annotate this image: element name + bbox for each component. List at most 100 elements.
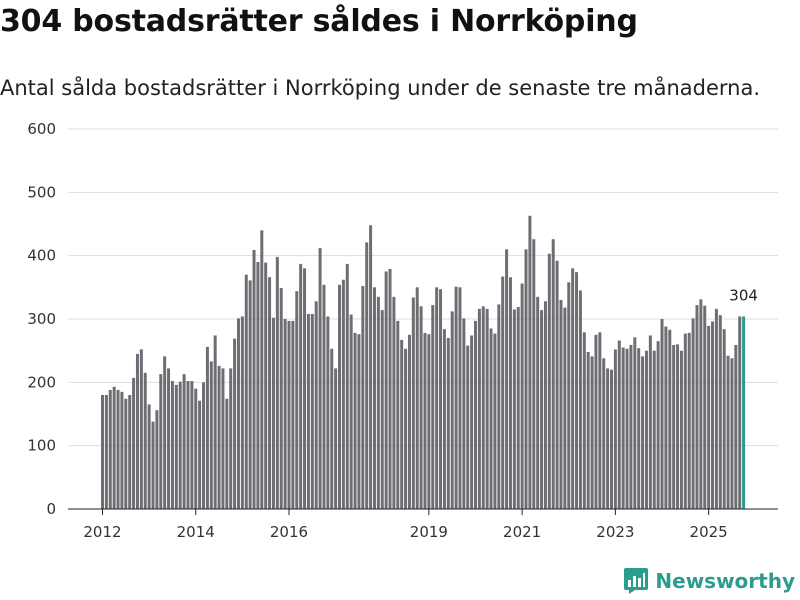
- bar: [372, 287, 376, 509]
- bar: [217, 365, 221, 509]
- bar: [516, 306, 520, 509]
- bar: [594, 334, 598, 509]
- bar: [240, 316, 244, 509]
- bar: [466, 345, 470, 509]
- bar: [182, 374, 186, 509]
- y-tick-label: 400: [27, 247, 56, 265]
- chart-title: 304 bostadsrätter såldes i Norrköping: [0, 4, 638, 39]
- bar: [738, 316, 742, 509]
- bar-highlight: [742, 316, 746, 509]
- bar: [143, 372, 147, 509]
- bar: [120, 391, 124, 509]
- bar: [520, 283, 524, 509]
- bar: [174, 384, 178, 509]
- bar: [481, 306, 485, 509]
- bar: [505, 249, 509, 509]
- bar: [423, 332, 427, 509]
- bar: [528, 215, 532, 509]
- bar: [450, 311, 454, 509]
- bar: [314, 301, 318, 509]
- bar: [458, 287, 462, 509]
- bar: [695, 305, 699, 509]
- bar: [135, 353, 139, 509]
- bar: [660, 319, 664, 509]
- bar: [477, 308, 481, 509]
- bar: [376, 296, 380, 509]
- bar: [439, 289, 443, 509]
- bar: [147, 404, 151, 509]
- bar: [322, 284, 326, 509]
- y-tick-label: 500: [27, 183, 56, 201]
- bar: [656, 341, 660, 509]
- bar: [606, 368, 610, 509]
- bar: [668, 329, 672, 509]
- bar: [112, 386, 116, 509]
- bar: [163, 356, 167, 509]
- bar: [446, 338, 450, 509]
- bar: [170, 381, 174, 509]
- bar: [508, 277, 512, 509]
- bar: [186, 381, 190, 509]
- bar: [388, 268, 392, 509]
- bar: [493, 333, 497, 509]
- bar: [330, 348, 334, 509]
- bar: [407, 334, 411, 509]
- bar: [427, 334, 431, 509]
- bar: [108, 389, 112, 509]
- bar: [676, 344, 680, 509]
- chart-subtitle: Antal sålda bostadsrätter i Norrköping u…: [0, 76, 760, 100]
- bar: [252, 249, 256, 509]
- bar: [124, 398, 128, 509]
- bar: [248, 280, 252, 509]
- bar: [396, 320, 400, 509]
- bar: [633, 337, 637, 509]
- bar: [357, 334, 361, 509]
- bar: [672, 344, 676, 509]
- bar: [299, 263, 303, 509]
- bar: [536, 296, 540, 509]
- bar: [194, 388, 198, 509]
- bar: [714, 308, 718, 509]
- bar-value-label: 304: [729, 286, 758, 304]
- bar: [361, 286, 365, 509]
- bar: [501, 276, 505, 509]
- bar: [104, 395, 108, 509]
- bar: [621, 347, 625, 509]
- bar: [225, 398, 229, 509]
- y-tick-label: 0: [46, 500, 56, 518]
- bar: [419, 306, 423, 509]
- bar: [213, 335, 217, 509]
- x-tick-label: 2012: [83, 523, 121, 541]
- bar: [625, 348, 629, 509]
- bar: [586, 351, 590, 509]
- bar: [707, 325, 711, 509]
- bar: [470, 335, 474, 509]
- bar: [532, 239, 536, 509]
- bar: [613, 349, 617, 509]
- bar: [244, 274, 248, 509]
- bar: [283, 319, 287, 509]
- bar: [202, 382, 206, 509]
- bar: [198, 400, 202, 509]
- bar: [404, 348, 408, 509]
- bar: [718, 315, 722, 509]
- bar: [318, 248, 322, 509]
- y-tick-label: 300: [27, 310, 56, 328]
- y-tick-label: 100: [27, 437, 56, 455]
- bar: [101, 395, 104, 509]
- bar: [652, 350, 656, 509]
- x-tick-label: 2019: [410, 523, 448, 541]
- newsworthy-logo-icon: [624, 568, 649, 594]
- bar: [563, 307, 567, 509]
- bar: [295, 291, 299, 509]
- bar: [326, 316, 330, 509]
- bar: [711, 321, 715, 509]
- bar: [132, 377, 136, 509]
- bar: [310, 313, 314, 509]
- bar: [610, 369, 613, 509]
- bar: [384, 271, 388, 509]
- x-tick-label: 2025: [690, 523, 728, 541]
- bar: [338, 284, 342, 509]
- bar: [722, 329, 726, 509]
- bar: [691, 318, 695, 509]
